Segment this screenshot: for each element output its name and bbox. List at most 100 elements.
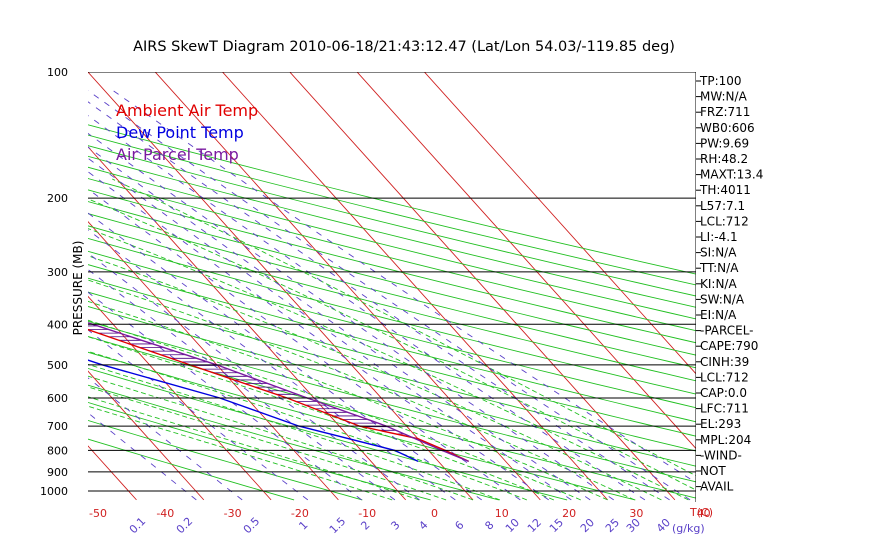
moist-adiabat-line	[88, 375, 474, 501]
index-entry: TP:100	[699, 74, 742, 88]
dry-adiabat-line	[88, 225, 696, 382]
index-entry: FRZ:711	[700, 105, 750, 119]
dry-adiabat-line	[88, 155, 696, 308]
index-entry: LCL:712	[700, 370, 749, 384]
index-entry: CINH:39	[700, 355, 749, 369]
index-entry: KI:N/A	[700, 277, 737, 291]
mixing-ratio-line	[88, 171, 549, 501]
mixing-ratio-tick-label: 0.5	[241, 515, 263, 537]
mixing-ratio-tick-label: 0.1	[127, 515, 149, 537]
isotherm-line	[88, 72, 474, 501]
mixing-ratio-tick-label: 40	[654, 516, 673, 535]
mixing-ratio-unit-label: (g/kg)	[672, 522, 705, 535]
index-entry: NOT	[700, 464, 726, 478]
index-entry: -WIND-	[700, 448, 742, 462]
dry-adiabat-line	[88, 237, 696, 395]
mixing-ratio-tick-label: 20	[578, 516, 597, 535]
mixing-ratio-tick-label: 8	[482, 518, 496, 532]
dry-adiabat-line	[88, 250, 696, 409]
pressure-tick-label: 500	[47, 359, 68, 372]
moist-adiabat-line	[88, 350, 527, 501]
isotherm-line	[423, 72, 696, 375]
bottom-tick-label: 20	[562, 507, 576, 520]
pressure-tick-label: 400	[47, 318, 68, 331]
dry-adiabat-line	[88, 320, 696, 483]
mixing-ratio-tick-label: 1	[296, 518, 310, 532]
dry-adiabat-line	[88, 291, 696, 452]
index-entry: LCL:712	[700, 214, 749, 228]
isotherm-line	[0, 63, 69, 500]
isobar-lines	[88, 197, 696, 492]
bottom-tick-label: -40	[156, 507, 174, 520]
mixing-ratio-lines	[88, 88, 696, 501]
pressure-tick-label: 1000	[40, 485, 68, 498]
moist-adiabat-line	[88, 386, 447, 501]
pressure-tick-label: 700	[47, 420, 68, 433]
dry-adiabat-line	[88, 178, 696, 332]
legend-entry: Air Parcel Temp	[116, 145, 239, 164]
mixing-ratio-axis: 0.1 0.2 0.5 1 1.5 2 3 4 6 8 10 12 15 20 25 30 40(g/kg)	[127, 515, 705, 537]
moist-adiabat-line	[88, 336, 554, 501]
ambient-air-temp-profile	[88, 328, 469, 463]
bottom-tick-label: -20	[291, 507, 309, 520]
bottom-tick-label: 30	[629, 507, 643, 520]
moist-adiabat-lines	[88, 178, 696, 501]
mixing-ratio-line	[88, 90, 691, 501]
isotherm-line	[88, 370, 205, 501]
mixing-ratio-tick-label: 4	[416, 518, 430, 532]
bottom-tick-label: 0	[431, 507, 438, 520]
bottom-tick-label: 10	[495, 507, 509, 520]
mixing-ratio-line	[88, 377, 243, 501]
index-entry: L57:7.1	[700, 199, 745, 213]
dry-adiabat-line	[88, 264, 696, 423]
plot-area	[0, 63, 696, 502]
isotherm-line	[88, 146, 407, 501]
mixing-ratio-tick-label: 3	[388, 518, 402, 532]
index-entry: EI:N/A	[700, 308, 737, 322]
index-entry: -PARCEL-	[700, 324, 754, 338]
mixing-ratio-line	[88, 157, 572, 501]
dry-adiabat-line	[88, 213, 696, 369]
bottom-tick-label: -50	[89, 507, 107, 520]
isotherm-line	[356, 72, 696, 450]
moist-adiabat-line	[88, 198, 696, 491]
bottom-tick-label: -30	[224, 507, 242, 520]
isotherm-line	[88, 220, 339, 501]
pressure-tick-label: 800	[47, 444, 68, 457]
dry-adiabat-line	[88, 419, 363, 501]
dry-adiabat-line	[88, 401, 431, 501]
pressure-axis: 100 200 300 400 500 600 700 800 900 1000	[40, 66, 68, 498]
dry-adiabat-line	[88, 438, 295, 501]
legend-entry: Ambient Air Temp	[116, 101, 258, 120]
dry-adiabat-line	[88, 201, 696, 356]
pressure-tick-label: 300	[47, 266, 68, 279]
index-entry: TH:4011	[699, 183, 751, 197]
x-axis-label: T(C)	[689, 506, 713, 519]
chart-title: AIRS SkewT Diagram 2010-06-18/21:43:12.4…	[133, 39, 675, 55]
pressure-tick-label: 900	[47, 466, 68, 479]
mixing-ratio-line	[88, 252, 420, 501]
mixing-ratio-line	[88, 229, 456, 501]
index-entry: TT:N/A	[699, 261, 739, 275]
isotherm-line	[221, 72, 608, 501]
dry-adiabat-line	[88, 351, 636, 501]
index-entry: PW:9.69	[700, 136, 749, 150]
mixing-ratio-tick-label: 2	[358, 518, 372, 532]
pressure-tick-label: 200	[47, 192, 68, 205]
dry-adiabat-line	[88, 367, 568, 501]
isotherm-line	[88, 295, 272, 501]
dry-adiabat-line	[88, 277, 696, 437]
bottom-temperature-axis: -50 -40 -30 -20 -10 0 10 20 30 40T(C)	[89, 506, 713, 520]
moist-adiabat-line	[88, 228, 689, 501]
index-entry: MW:N/A	[700, 90, 748, 104]
mixing-ratio-line	[111, 88, 696, 484]
index-entry: WB0:606	[700, 121, 755, 135]
moist-adiabat-line	[88, 405, 393, 501]
legend: Ambient Air Temp Dew Point Temp Air Parcel…	[116, 101, 258, 164]
dry-adiabat-line	[88, 306, 696, 467]
dry-adiabat-line	[88, 166, 696, 320]
dry-adiabat-line	[88, 189, 696, 344]
moist-adiabat-line	[88, 396, 420, 501]
moist-adiabat-line	[112, 178, 696, 477]
moist-adiabat-line	[88, 319, 581, 501]
